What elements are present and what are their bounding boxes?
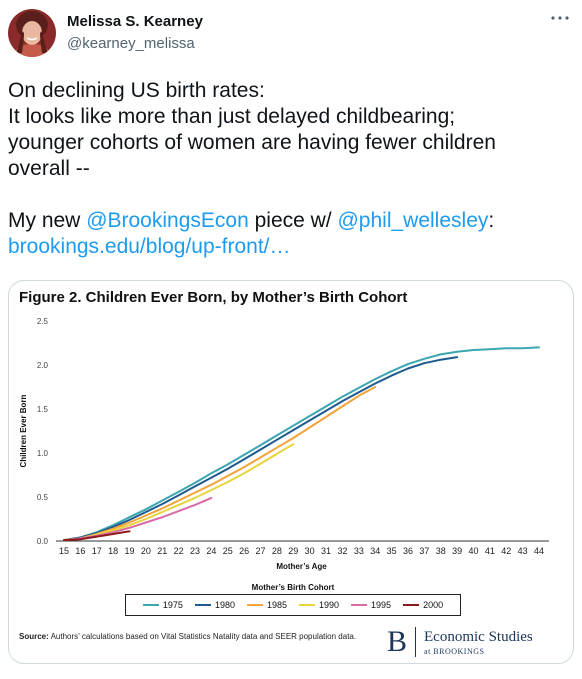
figure-source-note: Source: Authors’ calculations based on V… — [19, 631, 364, 642]
legend-label: 1995 — [371, 600, 392, 610]
x-axis-label: Mother’s Age — [276, 562, 327, 571]
legend-item-2000: 2000 — [403, 600, 443, 610]
tweet-text-fragment: piece w/ — [248, 209, 338, 232]
x-tick-label: 31 — [321, 546, 331, 556]
x-tick-label: 43 — [518, 546, 528, 556]
x-tick-label: 42 — [501, 546, 511, 556]
brand-name: Economic Studies — [424, 628, 533, 645]
x-tick-label: 28 — [272, 546, 282, 556]
x-tick-label: 34 — [370, 546, 380, 556]
x-tick-label: 22 — [174, 546, 184, 556]
legend-box: 1975 1980 1985 1990 1995 2000 — [125, 594, 461, 616]
x-tick-label: 17 — [92, 546, 102, 556]
legend-label: 1990 — [319, 600, 340, 610]
legend-label: 1975 — [162, 600, 183, 610]
brand-sub: at BROOKINGS — [424, 646, 485, 656]
author-display-name[interactable]: Melissa S. Kearney — [67, 13, 203, 30]
x-tick-label: 27 — [256, 546, 266, 556]
legend-item-1980: 1980 — [194, 600, 235, 610]
x-tick-label: 20 — [141, 546, 151, 556]
x-tick-label: 29 — [288, 546, 298, 556]
mention-phil-wellesley[interactable]: @phil_wellesley — [337, 209, 489, 232]
legend-item-1985: 1985 — [246, 600, 287, 610]
brookings-logo: B Economic Studies at BROOKINGS — [387, 625, 533, 659]
x-tick-label: 21 — [157, 546, 167, 556]
legend-title: Mother’s Birth Cohort — [251, 583, 335, 592]
legend-label: 1985 — [266, 600, 287, 610]
legend-swatch — [351, 604, 368, 606]
x-tick-label: 23 — [190, 546, 200, 556]
y-tick-label: 1.0 — [37, 449, 49, 458]
y-axis-label: Children Ever Born — [19, 394, 28, 467]
avatar[interactable] — [8, 9, 56, 57]
more-options-icon — [551, 16, 569, 20]
x-tick-label: 18 — [108, 546, 118, 556]
brand-letter: B — [387, 627, 417, 657]
ellipsis-icon[interactable] — [548, 8, 572, 28]
x-tick-label: 25 — [223, 546, 233, 556]
x-tick-label: 36 — [403, 546, 413, 556]
y-tick-label: 2.0 — [37, 361, 49, 370]
x-tick-label: 32 — [337, 546, 347, 556]
brand-text: Economic Studies at BROOKINGS — [416, 629, 533, 656]
source-text: Authors’ calculations based on Vital Sta… — [48, 632, 357, 641]
author-handle[interactable]: @kearney_melissa — [67, 35, 195, 52]
legend-item-1990: 1990 — [299, 600, 339, 610]
tweet-media-figure[interactable]: Figure 2. Children Ever Born, by Mother’… — [8, 280, 574, 664]
x-tick-label: 37 — [419, 546, 429, 556]
x-tick-label: 26 — [239, 546, 249, 556]
y-tick-label: 1.5 — [37, 405, 49, 414]
chart-legend: Mother’s Birth Cohort 1975 1980 1985 1990 19… — [125, 583, 461, 617]
avatar-image — [8, 9, 56, 57]
legend-swatch — [142, 604, 159, 606]
legend-label: 1980 — [214, 600, 235, 610]
tweet-text-fragment: My new — [8, 209, 87, 232]
x-tick-label: 39 — [452, 546, 462, 556]
source-label: Source: — [19, 632, 49, 641]
x-tick-label: 30 — [305, 546, 315, 556]
x-tick-label: 35 — [387, 546, 397, 556]
series-line-1980 — [63, 356, 459, 542]
tweet-line: It looks like more than just delayed chi… — [8, 105, 456, 128]
tweet-text-fragment: : — [488, 209, 495, 232]
x-tick-label: 38 — [436, 546, 446, 556]
tweet-text: On declining US birth rates: It looks li… — [8, 78, 574, 260]
tweet-line: younger cohorts of women are having fewe… — [8, 131, 496, 154]
legend-swatch — [403, 604, 420, 606]
x-tick-label: 33 — [354, 546, 364, 556]
legend-item-1975: 1975 — [142, 600, 183, 610]
y-tick-label: 0.0 — [37, 537, 49, 546]
mention-brookingsecon[interactable]: @BrookingsEcon — [86, 209, 249, 232]
x-tick-label: 15 — [59, 546, 69, 556]
x-tick-label: 24 — [206, 546, 216, 556]
chart-title: Figure 2. Children Ever Born, by Mother’… — [19, 289, 408, 306]
series-line-1975 — [63, 346, 540, 542]
legend-swatch — [299, 604, 315, 606]
legend-label: 2000 — [423, 600, 444, 610]
series-line-1985 — [63, 386, 377, 542]
x-tick-label: 40 — [468, 546, 478, 556]
legend-item-1995: 1995 — [351, 600, 391, 610]
x-tick-label: 19 — [125, 546, 135, 556]
x-tick-label: 16 — [75, 546, 85, 556]
series-line-2000 — [63, 530, 131, 542]
tweet-line-mentions: My new @BrookingsEcon piece w/ @phil_wel… — [8, 208, 574, 234]
x-tick-label: 44 — [534, 546, 544, 556]
y-tick-label: 2.5 — [37, 317, 49, 326]
series-line-1990 — [63, 443, 295, 542]
legend-swatch — [194, 604, 211, 606]
tweet-blank-line — [8, 182, 574, 208]
tweet-line: overall -- — [8, 157, 90, 180]
article-link[interactable]: brookings.edu/blog/up-front/… — [8, 235, 291, 258]
tweet-line: On declining US birth rates: — [8, 79, 265, 102]
legend-swatch — [246, 604, 263, 606]
line-chart: 0.0 0.5 1.0 1.5 2.0 2.5 15 16 17 18 19 20 21 22 23 24 25… — [19, 317, 549, 571]
y-tick-label: 0.5 — [37, 493, 49, 502]
x-tick-label: 41 — [485, 546, 495, 556]
